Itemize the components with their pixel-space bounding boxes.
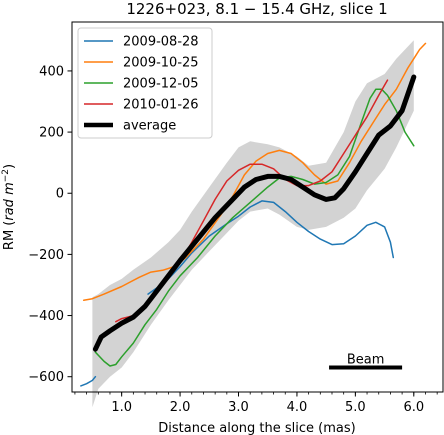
y-axis-label: RM (rad m−2) [1, 164, 17, 250]
y-axis-label-close: ) [2, 164, 17, 169]
y-tick-label: 200 [39, 126, 64, 141]
x-axis-ticks: 1.0 2.0 3.0 4.0 5.0 6.0 [74, 392, 438, 415]
legend-label: 2010-01-26 [123, 98, 199, 113]
x-tick-label: 6.0 [403, 400, 424, 415]
x-tick-label: 1.0 [111, 400, 132, 415]
y-tick-label: −600 [28, 370, 64, 385]
y-tick-label: 0 [56, 187, 64, 202]
chart-title: 1226+023, 8.1 − 15.4 GHz, slice 1 [126, 0, 387, 18]
legend: 2009-08-28 2009-10-25 2009-12-05 2010-01-26… [77, 27, 213, 139]
band-area [92, 40, 414, 408]
x-tick-label: 4.0 [287, 400, 308, 415]
series-lines [80, 42, 427, 387]
y-axis-label-exp: −2 [1, 169, 11, 182]
y-tick-label: 400 [39, 64, 64, 79]
legend-label: 2009-10-25 [123, 56, 199, 71]
series-line-4-0 [92, 74, 417, 352]
plot-frame [71, 21, 444, 393]
y-axis-ticks: −600 −400 −200 0 200 400 [28, 64, 72, 385]
x-tick-label: 5.0 [345, 400, 366, 415]
series-line-2-0 [94, 88, 415, 367]
beam-label: Beam [347, 353, 385, 368]
x-tick-label: 2.0 [170, 400, 191, 415]
legend-label: average [123, 119, 176, 134]
y-tick-label: −400 [28, 309, 64, 324]
beam-indicator: Beam [329, 353, 403, 370]
legend-label: 2009-08-28 [123, 35, 199, 50]
legend-box [77, 27, 213, 139]
y-tick-label: −200 [28, 248, 64, 263]
series-line-0-1 [147, 200, 395, 295]
series-line-0-0 [80, 375, 97, 387]
series-line-1-0 [82, 42, 427, 302]
y-axis-label-unit: rad m [2, 182, 17, 220]
x-tick-label: 3.0 [228, 400, 249, 415]
uncertainty-band [92, 40, 414, 408]
y-axis-label-main: RM ( [2, 221, 17, 250]
x-axis-label: Distance along the slice (mas) [158, 421, 355, 435]
legend-label: 2009-12-05 [123, 77, 199, 92]
